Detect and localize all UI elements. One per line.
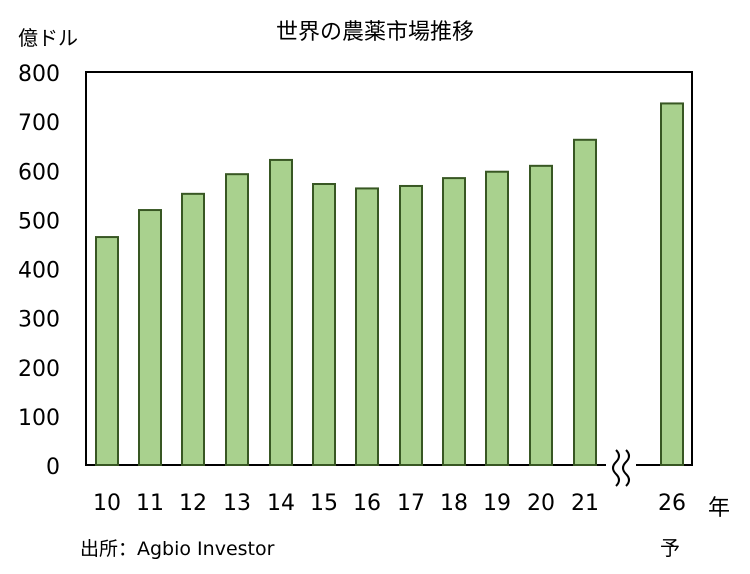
- x-tick-label: 19: [483, 491, 511, 516]
- y-tick-label: 200: [18, 357, 60, 382]
- y-tick-label: 500: [18, 209, 60, 234]
- bar: [573, 138, 597, 466]
- x-tick-label: 17: [397, 491, 425, 516]
- y-tick-label: 300: [18, 308, 60, 333]
- bar: [269, 158, 293, 466]
- bar: [181, 192, 205, 467]
- x-tick-label: 12: [179, 491, 207, 516]
- x-tick-label: 11: [136, 491, 164, 516]
- x-tick-label: 26: [658, 491, 686, 516]
- forecast-label: 予: [660, 536, 680, 560]
- x-tick-label: 20: [527, 491, 555, 516]
- x-tick-label: 15: [310, 491, 338, 516]
- y-tick-label: 800: [18, 62, 60, 87]
- x-tick-label: 16: [353, 491, 381, 516]
- chart-title: 世界の農薬市場推移: [275, 20, 474, 45]
- bar: [485, 170, 509, 466]
- bar: [399, 184, 423, 466]
- axis-break-gap: [606, 461, 636, 469]
- y-tick-label: 0: [46, 455, 60, 480]
- bar: [529, 164, 553, 467]
- y-tick-label: 700: [18, 111, 60, 136]
- x-axis-unit-label: 年: [708, 496, 731, 521]
- bar: [138, 209, 162, 466]
- x-tick-label: 13: [223, 491, 251, 516]
- axis-break-mark: [612, 449, 620, 487]
- y-tick-label: 400: [18, 259, 60, 284]
- bar: [225, 173, 249, 466]
- source-note: 出所：Agbio Investor: [80, 538, 275, 560]
- bar: [355, 187, 379, 467]
- x-tick-label: 21: [571, 491, 599, 516]
- y-axis-unit-label: 億ドル: [18, 26, 78, 50]
- y-tick-label: 100: [18, 406, 60, 431]
- bar: [312, 183, 336, 466]
- x-tick-label: 10: [93, 491, 121, 516]
- y-tick-label: 600: [18, 160, 60, 185]
- x-tick-label: 18: [440, 491, 468, 516]
- axis-break-mark: [622, 449, 630, 487]
- bar: [442, 177, 466, 467]
- x-tick-label: 14: [267, 491, 295, 516]
- plot-frame: [85, 71, 693, 466]
- bar: [660, 102, 684, 466]
- bar: [95, 236, 119, 466]
